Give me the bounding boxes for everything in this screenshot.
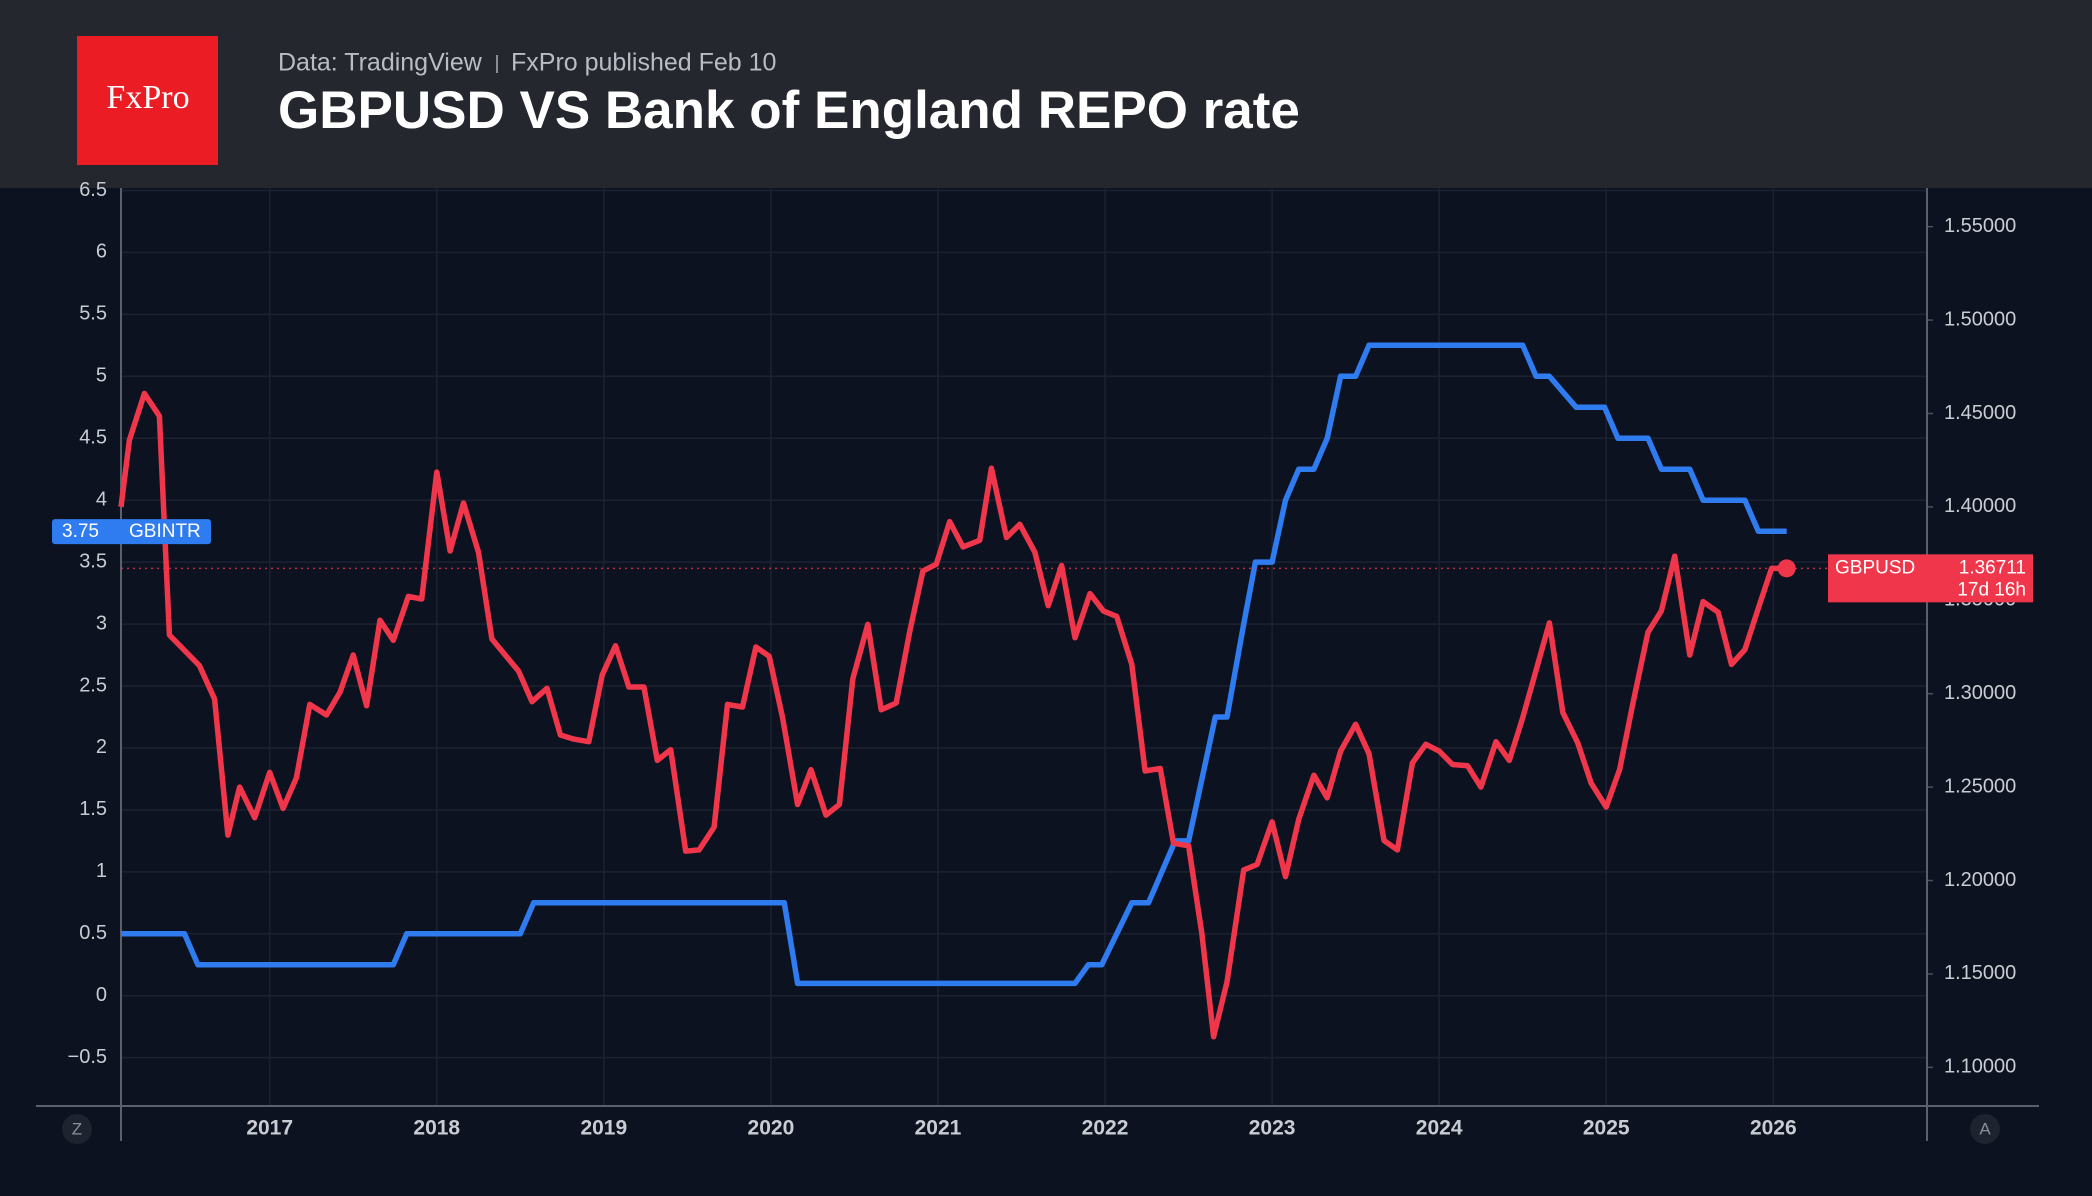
- y-tick-label: 3: [96, 612, 107, 634]
- series-line: [118, 390, 1787, 1040]
- price-pill: [1828, 554, 2033, 603]
- price-pill-name: GBPUSD: [1835, 557, 1915, 578]
- y-tick-label: 1: [96, 860, 107, 882]
- y2-tick-label: 1.10000: [1944, 1056, 2016, 1078]
- x-tick-label: 2018: [413, 1117, 460, 1140]
- series-line: [121, 342, 1787, 987]
- y-tick-label: 5.5: [79, 303, 107, 325]
- countdown: 17d 16h: [1957, 579, 2026, 600]
- logo-box: [77, 36, 218, 165]
- source: Data: TradingView: [278, 49, 483, 77]
- y2-tick-label: 1.50000: [1944, 308, 2016, 330]
- x-tick-label: 2021: [915, 1117, 962, 1140]
- y-tick-label: −0.5: [68, 1046, 107, 1068]
- rate-pill: [52, 519, 211, 545]
- x-tick-label: 2026: [1750, 1117, 1797, 1140]
- chart-title: GBPUSD VS Bank of England REPO rate: [278, 81, 1300, 140]
- y-tick-label: 3.5: [79, 550, 107, 572]
- corner-button-label: Z: [72, 1119, 82, 1138]
- y-tick-label: 2: [96, 736, 107, 758]
- last-point: [1777, 559, 1796, 578]
- logo-text: FxPro: [106, 79, 189, 116]
- corner-button-label: A: [1979, 1119, 1991, 1138]
- y2-tick-label: 1.45000: [1944, 402, 2016, 424]
- x-tick-label: 2023: [1249, 1117, 1296, 1140]
- y-tick-label: 1.5: [79, 798, 107, 820]
- y2-tick-label: 1.15000: [1944, 962, 2016, 984]
- y2-tick-label: 1.20000: [1944, 869, 2016, 891]
- rate-pill-value: 3.75: [62, 521, 99, 542]
- x-tick-label: 2024: [1416, 1117, 1463, 1140]
- y-tick-label: 4.5: [79, 427, 107, 449]
- y-tick-label: 5: [96, 365, 107, 387]
- x-tick-label: 2017: [246, 1117, 293, 1140]
- y-tick-label: 2.5: [79, 674, 107, 696]
- y-tick-label: 0.5: [79, 922, 107, 944]
- y-tick-label: 0: [96, 984, 107, 1006]
- y-tick-label: 6: [96, 241, 107, 263]
- y2-tick-label: 1.25000: [1944, 775, 2016, 797]
- y2-tick-label: 1.55000: [1944, 215, 2016, 237]
- header-band: [0, 0, 2092, 188]
- x-tick-label: 2020: [748, 1117, 795, 1140]
- y-tick-label: 4: [96, 488, 107, 510]
- x-tick-label: 2025: [1583, 1117, 1630, 1140]
- y2-tick-label: 1.40000: [1944, 495, 2016, 517]
- y2-tick-label: 1.30000: [1944, 682, 2016, 704]
- x-tick-label: 2019: [580, 1117, 627, 1140]
- price-pill-value: 1.36711: [1959, 557, 2026, 578]
- corner-button[interactable]: [62, 1114, 92, 1144]
- x-tick-label: 2022: [1082, 1117, 1129, 1140]
- rate-pill-name: GBINTR: [129, 521, 201, 542]
- y-tick-label: 6.5: [79, 179, 107, 201]
- published: FxPro published Feb 10: [511, 49, 776, 77]
- corner-button[interactable]: [1970, 1114, 2000, 1144]
